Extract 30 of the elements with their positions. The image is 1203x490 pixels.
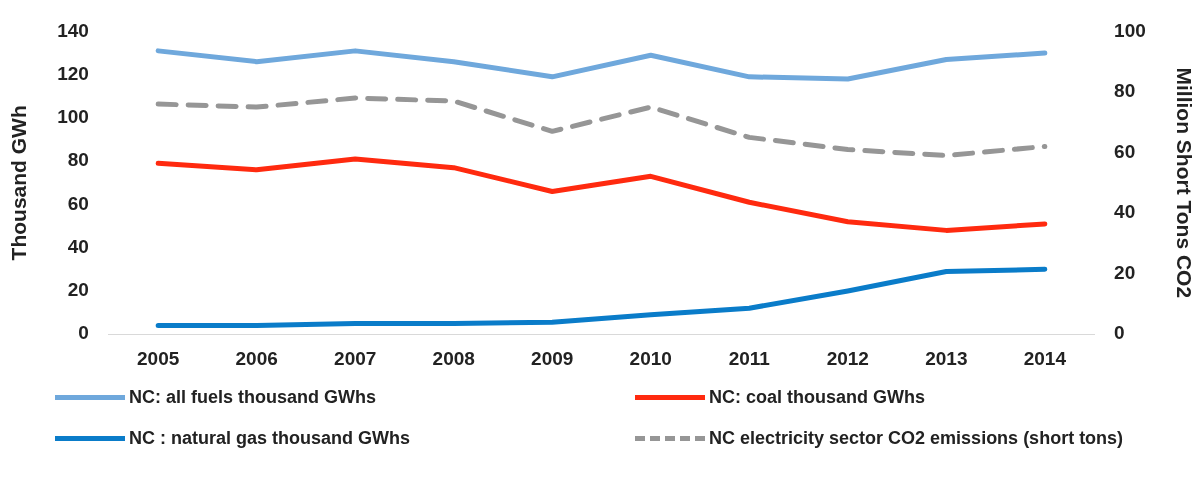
legend-label: NC: all fuels thousand GWhs	[129, 387, 377, 408]
y-tick-label: 140	[57, 19, 89, 41]
x-tick-label: 2005	[137, 347, 180, 369]
x-tick-label: 2013	[925, 347, 968, 369]
y2-tick-label: 60	[1114, 140, 1136, 162]
y2-tick-label: 100	[1114, 19, 1146, 41]
y2-tick-label: 40	[1114, 201, 1136, 223]
x-tick-label: 2012	[826, 347, 869, 369]
y2-tick-label: 0	[1114, 322, 1125, 344]
x-tick-label: 2009	[531, 347, 574, 369]
x-tick-label: 2007	[334, 347, 377, 369]
y2-tick-label: 80	[1114, 80, 1136, 102]
x-tick-label: 2011	[728, 347, 771, 369]
legend-label: NC : natural gas thousand GWhs	[129, 428, 411, 449]
y-tick-label: 120	[57, 62, 89, 84]
legend-label: NC: coal thousand GWhs	[709, 387, 925, 408]
y2-tick-label: 20	[1114, 261, 1136, 283]
x-tick-label: 2006	[235, 347, 278, 369]
y-axis-title: Thousand GWh	[7, 105, 31, 261]
y-tick-label: 40	[67, 235, 89, 257]
y-tick-label: 20	[67, 279, 89, 301]
y2-axis-title: Million Short Tons CO2	[1172, 67, 1196, 299]
x-tick-label: 2010	[629, 347, 672, 369]
y-tick-label: 100	[57, 106, 89, 128]
x-tick-label: 2014	[1023, 347, 1067, 369]
y-tick-label: 60	[67, 192, 89, 214]
legend-label: NC electricity sector CO2 emissions (short tons)	[709, 428, 1124, 449]
y-tick-label: 0	[78, 322, 89, 344]
y-tick-label: 80	[67, 149, 89, 171]
x-tick-label: 2008	[432, 347, 475, 369]
